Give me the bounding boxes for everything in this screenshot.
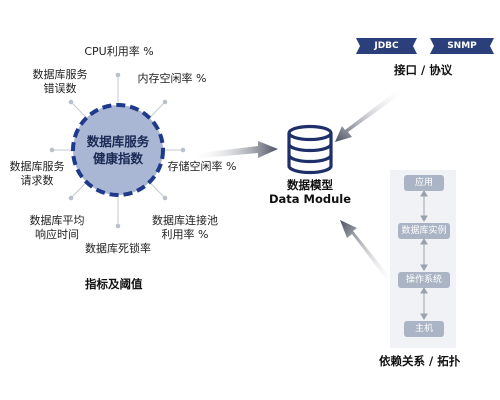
metric-avg-response-time-line1: 数据库平均	[29, 214, 85, 227]
metric-service-errors-line1: 数据库服务	[32, 68, 88, 81]
hub-dashed-ring	[71, 103, 165, 197]
layer-host: 主机	[404, 321, 444, 337]
metric-connection-pool-line1: 数据库连接池	[152, 214, 218, 227]
dependency-panel	[390, 170, 456, 348]
metric-service-requests-line2: 请求数	[20, 174, 54, 187]
arrow-protocols-to-model	[335, 88, 404, 142]
protocol-label-jdbc: JDBC	[374, 41, 399, 51]
metric-connection-pool-line2: 利用率 %	[161, 228, 209, 241]
caption-interfaces: 接口 / 协议	[394, 63, 453, 77]
protocol-badge-snmp	[430, 38, 494, 54]
protocol-label-snmp: SNMP	[447, 41, 477, 51]
data-module-label-line2: Data Module	[268, 192, 352, 206]
protocol-badge-jdbc	[356, 38, 417, 54]
database-icon	[287, 124, 333, 175]
layer-application: 应用	[404, 175, 444, 191]
hub-label: 数据库服务 健康指数	[78, 133, 158, 167]
hub-circle	[73, 105, 163, 195]
layer-db-instance: 数据库实例	[398, 223, 450, 239]
data-module-label-line1: 数据模型	[287, 178, 333, 192]
layer-operating-system: 操作系统	[398, 272, 450, 288]
arrow-dependencies-to-model	[340, 220, 395, 286]
metric-storage-free: 存储空闲率 %	[167, 160, 237, 173]
metric-cpu-utilization: CPU利用率 %	[84, 45, 154, 58]
layer-connectors	[420, 190, 428, 320]
arrow-hub-to-model	[192, 141, 278, 159]
hub-label-line2: 健康指数	[92, 151, 143, 166]
metric-deadlock-rate: 数据库死锁率	[85, 242, 151, 255]
metric-service-errors: 数据库服务 错误数	[25, 68, 95, 96]
caption-indicators: 指标及阈值	[85, 277, 143, 291]
spoke-endpoints	[49, 72, 186, 229]
metric-avg-response-time: 数据库平均 响应时间	[22, 214, 92, 242]
metric-service-errors-line2: 错误数	[43, 82, 77, 95]
hub-label-line1: 数据库服务	[86, 134, 150, 149]
metric-memory-free: 内存空闲率 %	[137, 72, 207, 85]
metric-connection-pool: 数据库连接池 利用率 %	[143, 214, 227, 242]
data-module-label: 数据模型 Data Module	[264, 178, 356, 206]
metric-service-requests: 数据库服务 请求数	[2, 160, 72, 188]
caption-dependencies: 依赖关系 / 拓扑	[379, 354, 461, 368]
metric-avg-response-time-line2: 响应时间	[35, 228, 79, 241]
metric-service-requests-line1: 数据库服务	[9, 160, 65, 173]
